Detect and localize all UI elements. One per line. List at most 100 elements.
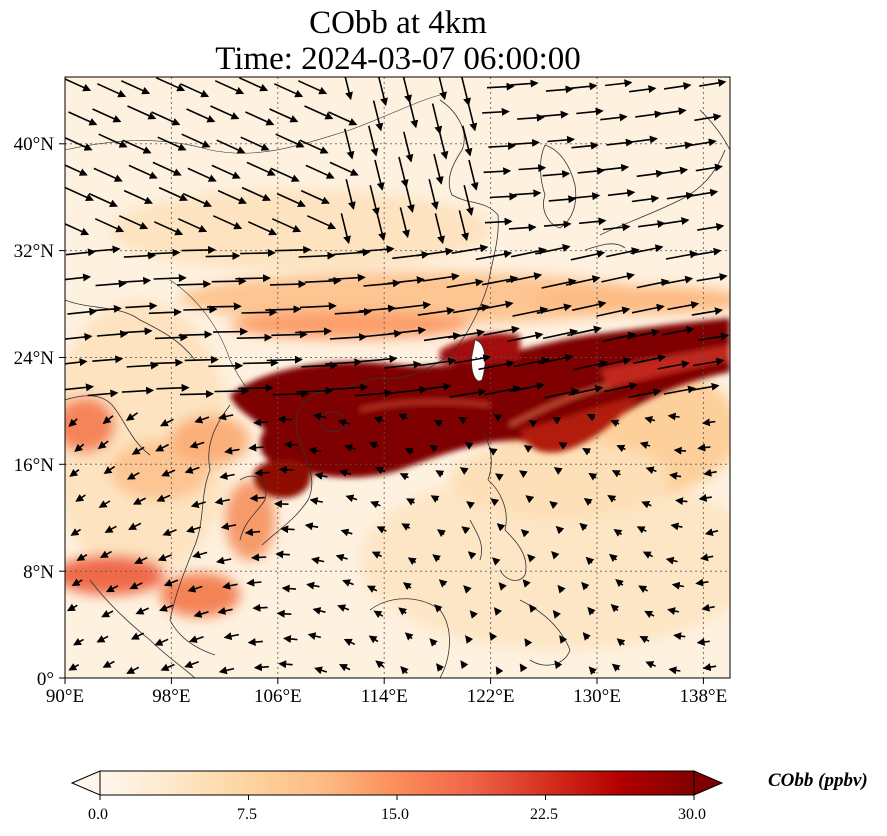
wind-arrow	[669, 472, 682, 480]
wind-arrow	[638, 585, 648, 593]
wind-arrow	[699, 78, 727, 87]
wind-arrow	[205, 251, 241, 260]
wind-arrow	[697, 222, 725, 231]
title-line-2: Time: 2024-03-07 06:00:00	[215, 41, 581, 77]
wind-arrow	[461, 526, 471, 535]
wind-arrow	[568, 385, 604, 396]
wind-arrow	[554, 660, 563, 670]
wind-arrow	[398, 607, 408, 616]
colorbar	[70, 770, 724, 800]
wind-arrow	[368, 125, 379, 157]
wind-arrow	[345, 179, 356, 210]
colorbar-extend-high	[693, 770, 724, 796]
wind-arrow	[95, 279, 127, 288]
wind-arrow	[152, 161, 182, 176]
wind-arrow	[68, 111, 98, 126]
wind-arrow	[184, 466, 200, 474]
wind-arrow	[283, 635, 298, 643]
wind-arrow	[513, 189, 542, 198]
wind-arrow	[690, 188, 719, 197]
wind-arrow	[312, 607, 326, 615]
wind-arrow	[464, 442, 474, 450]
wind-arrow	[610, 419, 620, 428]
wind-arrow	[271, 218, 302, 233]
wind-arrow	[104, 525, 117, 533]
lat-tick-label: 8°N	[23, 562, 54, 583]
wind-arrow	[552, 417, 562, 425]
wind-arrow	[576, 107, 604, 116]
wind-arrow	[125, 302, 158, 311]
wind-arrow	[635, 110, 663, 119]
wind-arrow	[281, 584, 297, 593]
wind-arrow	[338, 664, 351, 672]
wind-arrow	[639, 441, 651, 449]
wind-arrow	[698, 493, 712, 502]
wind-arrow	[535, 244, 571, 255]
wind-arrow	[451, 244, 489, 254]
wind-arrow	[89, 245, 121, 254]
wind-arrow	[128, 164, 158, 179]
wind-arrow	[295, 327, 332, 336]
wind-arrow	[70, 528, 82, 536]
wind-arrow	[512, 138, 540, 147]
wind-arrow	[242, 358, 279, 367]
wind-arrow	[544, 388, 580, 399]
wind-arrow	[71, 578, 83, 586]
wind-arrow	[306, 581, 320, 590]
wind-arrow	[371, 551, 382, 559]
wind-arrow	[206, 302, 242, 311]
wind-arrow	[659, 107, 687, 116]
wind-arrow	[277, 415, 292, 424]
wind-arrow	[68, 418, 78, 427]
wind-arrow	[417, 307, 455, 316]
wind-arrow	[372, 100, 384, 132]
wind-arrow	[296, 386, 334, 395]
wind-arrow	[393, 301, 432, 310]
wind-arrow	[543, 220, 572, 229]
wind-arrow	[240, 248, 276, 257]
wind-arrow	[335, 553, 348, 562]
wind-arrow	[484, 385, 522, 396]
map-frame	[64, 76, 731, 679]
colorbar-tick-label: 0.0	[88, 806, 108, 823]
wind-arrow	[483, 167, 512, 176]
wind-arrow	[452, 303, 490, 314]
wind-arrow	[65, 383, 94, 392]
wind-arrow	[434, 604, 443, 613]
wind-arrow	[494, 473, 504, 482]
wind-arrow	[513, 356, 550, 368]
wind-arrow	[269, 280, 307, 289]
wind-arrow	[587, 606, 596, 616]
wind-arrow	[579, 522, 588, 532]
wind-arrow	[433, 153, 444, 185]
wind-arrow	[517, 113, 545, 122]
wind-arrow	[518, 164, 547, 173]
wind-arrow	[159, 604, 174, 612]
wind-arrow	[299, 302, 337, 311]
wind-arrow	[306, 215, 337, 230]
wind-arrow	[602, 331, 637, 343]
wind-arrow	[403, 131, 414, 163]
wind-arrow	[125, 412, 139, 421]
wind-arrow	[555, 525, 565, 535]
wind-arrow	[153, 274, 187, 283]
wind-arrow	[254, 468, 270, 477]
wind-arrow	[583, 497, 593, 506]
wind-arrow	[542, 170, 571, 179]
wind-arrow	[468, 159, 479, 191]
wind-arrow	[66, 603, 78, 612]
wind-arrow	[691, 307, 723, 316]
wind-arrow	[667, 607, 680, 615]
wind-arrow	[299, 139, 329, 154]
wind-arrow	[246, 161, 276, 176]
wind-arrow	[160, 663, 175, 672]
wind-arrow	[331, 383, 369, 392]
wind-arrow	[126, 666, 140, 674]
wind-arrow	[695, 578, 709, 587]
wind-arrow	[156, 383, 190, 392]
wind-arrow	[645, 466, 657, 475]
lon-tick-label: 122°E	[467, 686, 515, 707]
wind-arrow	[120, 80, 151, 95]
wind-arrow	[304, 276, 342, 285]
wind-arrow	[274, 245, 312, 254]
